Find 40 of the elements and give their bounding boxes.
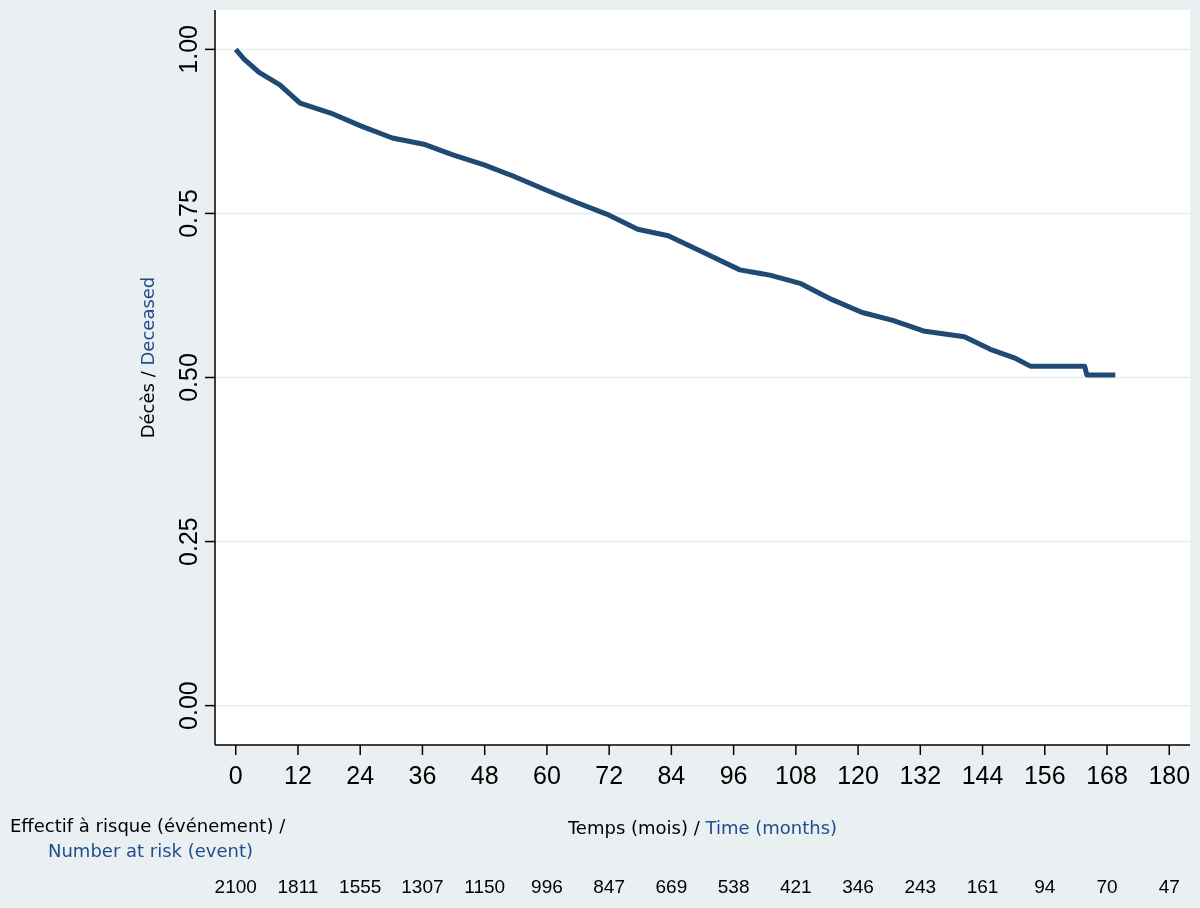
- x-tick-label: 84: [657, 761, 686, 789]
- y-axis-title: Décès / Deceased: [137, 276, 158, 439]
- x2-axis-title: Effectif à risque (événement) / Number at risk (event): [10, 815, 287, 861]
- x-tick-label: 132: [899, 761, 942, 789]
- text: 47: [1158, 876, 1180, 897]
- text: 161: [966, 876, 999, 897]
- text: 1307: [401, 876, 444, 897]
- text: 847: [593, 876, 625, 897]
- text: 2100: [214, 876, 257, 897]
- y-tick-label: 0.00: [174, 681, 202, 730]
- x-tick-label: 180: [1148, 761, 1191, 789]
- text: 70: [1096, 876, 1118, 897]
- x-tick-label: 12: [284, 761, 312, 789]
- x-tick-label: 36: [408, 761, 437, 789]
- x-tick-label: 156: [1023, 761, 1066, 789]
- x-tick-label: 24: [346, 761, 375, 789]
- x-tick-label: 96: [719, 761, 748, 789]
- text: 669: [655, 876, 688, 897]
- text: 996: [531, 876, 563, 897]
- y-tick-label: 1.00: [174, 25, 202, 74]
- x-tick-label: 72: [595, 761, 624, 789]
- x-tick-label: 48: [470, 761, 499, 789]
- x-axis-title: Temps (mois) / Time (months): [566, 817, 838, 838]
- text: 94: [1034, 876, 1056, 897]
- text: 243: [904, 876, 937, 897]
- text: 421: [780, 876, 812, 897]
- y-tick-label: 0.50: [174, 353, 202, 402]
- text: 1555: [339, 876, 382, 897]
- text: 346: [842, 876, 874, 897]
- x-tick-label: 144: [961, 761, 1004, 789]
- x-tick-label: 0: [228, 761, 243, 789]
- x-tick-label: 120: [837, 761, 879, 789]
- x-tick-label: 168: [1086, 761, 1128, 789]
- text: 1150: [464, 876, 506, 897]
- text: 538: [717, 876, 750, 897]
- x-tick-label: 60: [533, 761, 561, 789]
- y-tick-label: 0.75: [174, 189, 202, 238]
- y-tick-label: 0.25: [174, 517, 202, 566]
- text: 1811: [277, 876, 319, 897]
- x-tick-label: 108: [774, 761, 817, 789]
